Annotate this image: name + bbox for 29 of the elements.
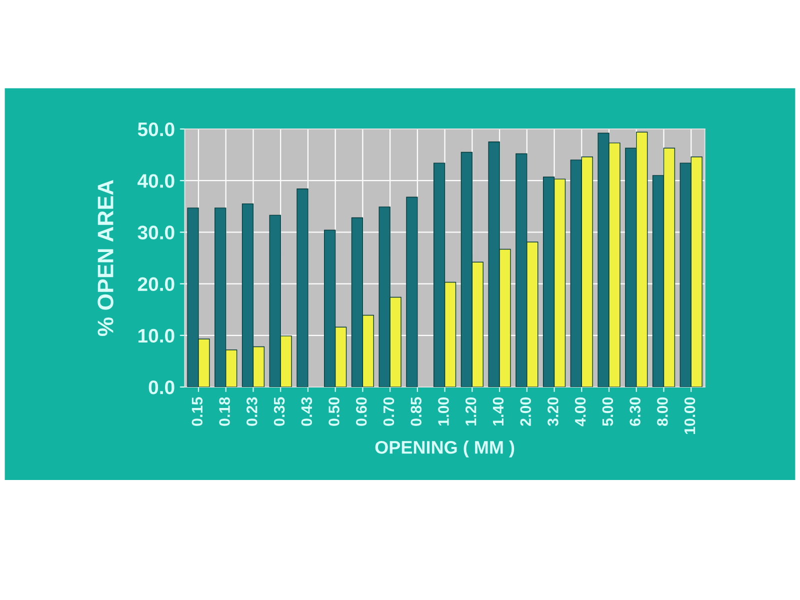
x-tick-label: 0.85 [410,397,422,426]
y-tick-label: 0.0 [148,380,174,394]
bar [406,196,418,387]
x-axis-title: OPENING ( MM ) [375,440,514,458]
x-tick-label: 8.00 [657,397,668,426]
x-tick-label: 0.70 [383,397,394,426]
y-axis-title: % OPEN AREA [98,180,114,336]
x-tick-label: 4.00 [574,397,586,426]
x-tick-label: 0.60 [356,397,367,426]
y-tick-label: 40.0 [138,174,174,188]
x-tick-label: 5.00 [602,397,614,426]
x-tick-label: 0.35 [274,397,285,426]
y-tick-label: 20.0 [138,277,174,292]
x-tick-label: 0.23 [246,397,258,426]
y-tick-label: 50.0 [138,122,174,136]
x-tick-label: 1.40 [492,397,504,426]
x-tick-label: 0.50 [328,397,340,426]
x-tick-label: 1.00 [438,397,449,426]
x-tick-label: 0.43 [301,397,312,426]
x-tick-label: 2.00 [520,397,532,426]
y-tick-label: 10.0 [138,328,174,343]
x-tick-label: 0.15 [192,397,203,426]
x-tick-label: 6.30 [630,397,640,426]
y-tick-label: 30.0 [138,226,174,240]
x-tick-label: 10.00 [684,397,696,434]
x-tick-label: 1.20 [465,397,476,426]
x-tick-label: 0.18 [219,397,230,426]
bar [296,188,308,387]
x-tick-label: 3.20 [548,397,558,426]
